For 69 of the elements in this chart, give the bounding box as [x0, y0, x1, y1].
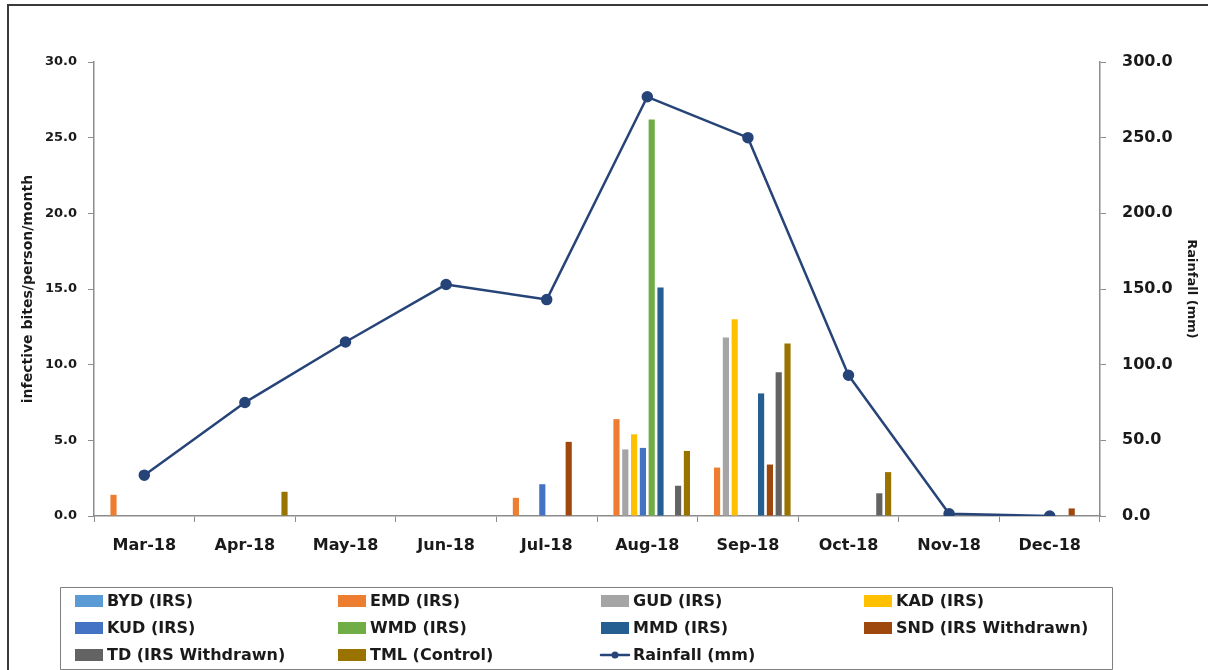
- bar: [639, 447, 646, 516]
- y2-tick-label: 0.0: [1122, 505, 1151, 525]
- bar: [722, 337, 729, 516]
- bar: [631, 434, 638, 516]
- y2-tick-label: 300.0: [1122, 51, 1173, 71]
- x-tick-label: May-18: [312, 534, 379, 554]
- legend-label: MMD (IRS): [633, 618, 729, 638]
- bar: [885, 472, 892, 516]
- bar: [731, 319, 738, 516]
- x-tick-label: Mar-18: [112, 534, 177, 554]
- y2-tick-label: 250.0: [1122, 126, 1173, 146]
- bar: [675, 485, 682, 516]
- x-tick-label: Sep-18: [716, 534, 780, 554]
- y2-tick-label: 50.0: [1122, 429, 1162, 449]
- legend-label: SND (IRS Withdrawn): [896, 618, 1089, 638]
- point: [742, 131, 754, 144]
- x-tick-label: Aug-18: [615, 534, 680, 554]
- y-tick-label: 20.0: [44, 204, 77, 220]
- y-axis-title: infective bites/person/month: [19, 174, 36, 404]
- bar: [110, 494, 117, 516]
- x-tick-label: Apr-18: [214, 534, 276, 554]
- bar: [876, 493, 883, 516]
- x-tick-label: Jun-18: [416, 534, 475, 554]
- x-tick-label: Dec-18: [1018, 534, 1081, 554]
- y-tick-label: 25.0: [44, 129, 77, 145]
- bar: [683, 450, 690, 516]
- point: [138, 469, 151, 481]
- bar: [657, 287, 664, 516]
- legend-label: KAD (IRS): [896, 591, 985, 611]
- point: [842, 369, 855, 382]
- legend-label: BYD (IRS): [107, 591, 194, 611]
- legend-label: WMD (IRS): [370, 618, 467, 638]
- legend-label: TD (IRS Withdrawn): [107, 645, 286, 665]
- x-tick-label: Oct-18: [818, 534, 879, 554]
- y2-tick-label: 100.0: [1122, 353, 1173, 373]
- legend-label: EMD (IRS): [370, 591, 461, 611]
- y-tick-label: 15.0: [44, 280, 77, 296]
- y-tick-label: 30.0: [44, 53, 77, 69]
- point: [239, 396, 251, 409]
- point: [943, 507, 955, 516]
- bar: [512, 497, 519, 516]
- y2-axis-title: Rainfall (mm): [1184, 239, 1200, 339]
- bar: [784, 343, 791, 516]
- x-tick-label: Jul-18: [519, 534, 573, 554]
- y-tick-label: 0.0: [53, 507, 77, 523]
- bar: [539, 484, 546, 516]
- point: [641, 91, 654, 103]
- legend-label: GUD (IRS): [633, 591, 723, 611]
- point: [540, 293, 553, 306]
- bar: [766, 464, 773, 516]
- bar: [648, 119, 655, 516]
- legend-label: Rainfall (mm): [633, 645, 756, 665]
- point: [440, 278, 452, 291]
- x-tick-label: Nov-18: [917, 534, 981, 554]
- y-tick-label: 5.0: [53, 431, 77, 447]
- legend-label: TML (Control): [370, 645, 494, 665]
- point: [339, 336, 352, 348]
- bar: [1068, 508, 1075, 516]
- y2-tick-label: 150.0: [1122, 278, 1173, 298]
- bar: [565, 441, 572, 516]
- bar: [775, 372, 782, 516]
- y-tick-label: 10.0: [44, 356, 77, 372]
- bar: [758, 393, 765, 516]
- bar: [613, 419, 620, 516]
- bar: [622, 449, 629, 516]
- bar: [281, 491, 288, 516]
- bar: [714, 467, 721, 516]
- y2-tick-label: 200.0: [1122, 202, 1173, 222]
- legend-label: KUD (IRS): [107, 618, 196, 638]
